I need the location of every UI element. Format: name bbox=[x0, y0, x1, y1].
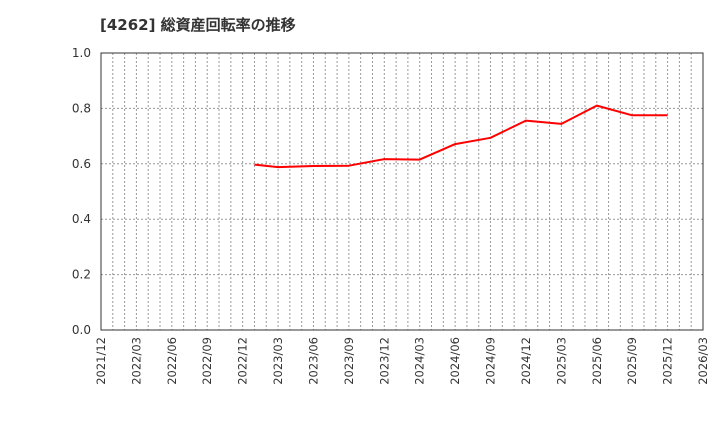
y-tick-label: 0.0 bbox=[72, 323, 91, 337]
x-tick-label: 2021/12 bbox=[94, 337, 108, 385]
y-tick-label: 0.2 bbox=[72, 268, 91, 282]
total-asset-turnover-line bbox=[254, 104, 668, 169]
y-axis-ticks: 0.0 0.2 0.4 0.6 0.8 1.0 bbox=[72, 46, 91, 337]
x-tick-label: 2023/06 bbox=[306, 337, 320, 385]
chart-title: [4262] 総資産回転率の推移 bbox=[100, 16, 296, 34]
x-tick-label: 2022/06 bbox=[165, 337, 179, 385]
y-tick-label: 0.4 bbox=[72, 212, 91, 226]
x-axis-ticks: 2021/12 2022/03 2022/06 2022/09 2022/12 2023/… bbox=[94, 337, 710, 385]
x-tick-label: 2026/03 bbox=[696, 337, 710, 385]
grid-lines bbox=[101, 53, 703, 330]
x-tick-label: 2024/06 bbox=[448, 337, 462, 385]
x-tick-label: 2023/09 bbox=[342, 337, 356, 385]
x-tick-label: 2023/03 bbox=[271, 337, 285, 385]
y-tick-label: 0.8 bbox=[72, 101, 91, 115]
x-tick-label: 2024/09 bbox=[484, 337, 498, 385]
y-tick-label: 1.0 bbox=[72, 46, 91, 60]
x-tick-label: 2025/12 bbox=[661, 337, 675, 385]
x-tick-label: 2022/03 bbox=[129, 337, 143, 385]
y-tick-label: 0.6 bbox=[72, 157, 91, 171]
plot-frame bbox=[100, 52, 704, 331]
x-tick-label: 2022/12 bbox=[236, 337, 250, 385]
x-tick-label: 2022/09 bbox=[200, 337, 214, 385]
x-tick-label: 2025/06 bbox=[590, 337, 604, 385]
x-tick-label: 2023/12 bbox=[377, 337, 391, 385]
x-tick-label: 2025/09 bbox=[625, 337, 639, 385]
x-tick-label: 2024/12 bbox=[519, 337, 533, 385]
x-tick-label: 2024/03 bbox=[413, 337, 427, 385]
x-tick-label: 2025/03 bbox=[554, 337, 568, 385]
